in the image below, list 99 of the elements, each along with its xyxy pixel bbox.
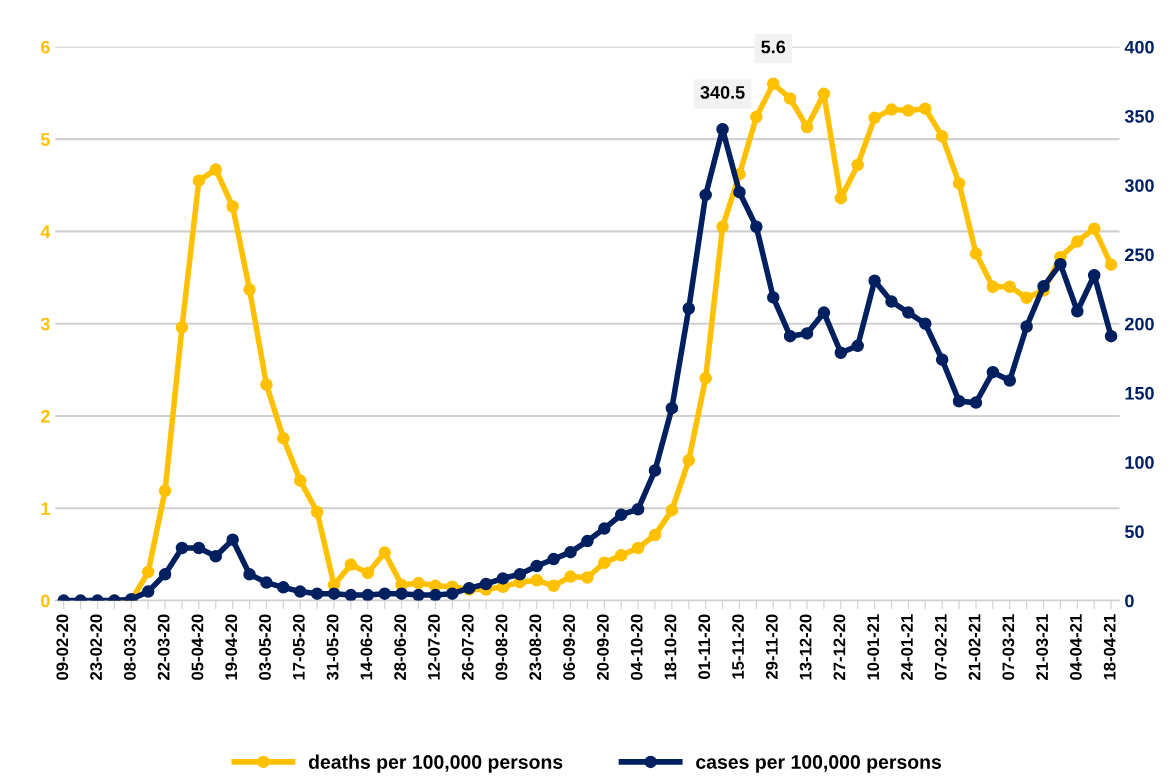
y-tick-label: 0 [41,594,50,608]
point [1104,258,1118,271]
point [665,503,679,517]
point [243,283,256,296]
point [868,111,881,125]
x-tick-label: 01-11-20 [698,614,711,679]
y-tick-label: 2 [41,409,50,423]
y2-tick-label: 350 [1124,109,1154,123]
point [141,565,155,579]
y-tick-label: 6 [41,40,50,54]
point [344,558,358,571]
x-tick-label: 21-03-21 [1036,614,1049,680]
x-tick-label: 18-10-20 [664,614,677,680]
y2-tick-label: 250 [1125,248,1154,262]
y2-tick-label: 100 [1125,456,1154,469]
x-tick-label: 21-02-21 [968,614,981,680]
data-label: 5.6 [761,40,786,54]
x-tick-label: 08-03-20 [123,614,136,680]
x-tick-label: 19-04-20 [225,614,238,680]
x-tick-label: 26-07-20 [461,614,474,680]
point [293,474,307,487]
point [952,177,966,190]
point [158,484,172,498]
point [277,431,290,445]
point [378,546,391,559]
y-tick-label: 5 [40,133,50,146]
point [564,570,577,583]
y2-tick-label: 150 [1125,386,1154,400]
legend-label: cases per 100,000 persons [696,755,942,773]
point [935,130,949,143]
point [1071,235,1084,248]
point [716,220,729,234]
point [969,247,983,260]
x-tick-label: 13-12-20 [799,614,812,680]
x-tick-label: 04-10-20 [630,614,643,680]
point [581,571,594,584]
x-tick-label: 18-04-21 [1103,614,1116,680]
point [209,163,223,176]
point [766,77,780,90]
point [648,528,662,542]
point [361,566,375,580]
point [614,549,628,562]
data-label: 340.5 [700,86,745,99]
point [851,158,864,172]
point [1003,280,1016,294]
y2-tick-label: 400 [1124,40,1154,54]
point [817,87,831,101]
y-tick-label: 4 [40,225,51,238]
y2-tick-label: 50 [1124,525,1144,539]
point [226,200,239,213]
point [530,574,543,587]
point [986,280,1000,294]
x-tick-label: 20-09-20 [596,614,609,680]
x-tick-label: 09-02-20 [56,614,69,680]
point [547,579,560,593]
y2-tick-label: 300 [1124,179,1154,192]
point [834,191,848,205]
point [1020,291,1033,305]
point [800,120,814,134]
x-tick-label: 31-05-20 [326,614,339,681]
point [1087,222,1101,235]
x-tick-label: 06-09-20 [563,614,575,680]
point [902,104,915,117]
point [175,321,189,334]
x-tick-label: 28-06-20 [394,614,407,680]
x-tick-label: 10-01-21 [867,614,880,680]
x-tick-label: 04-04-21 [1069,614,1082,680]
x-tick-label: 07-03-21 [1002,614,1015,680]
point [885,103,898,116]
point [750,110,763,124]
point [598,556,611,570]
x-tick-label: 15-11-20 [732,614,744,679]
x-tick-label: 22-03-20 [157,614,170,680]
legend-label: deaths per 100,000 persons [308,754,563,773]
x-tick-label: 14-06-20 [360,614,373,680]
point [919,102,932,115]
point [412,576,425,590]
x-tick-label: 05-04-20 [191,614,204,680]
x-tick-label: 07-02-21 [934,614,947,680]
point [192,174,206,187]
x-tick-label: 12-07-20 [428,614,440,680]
x-tick-label: 23-02-20 [90,614,102,680]
x-tick-label: 17-05-20 [292,614,305,680]
y-tick-label: 3 [40,317,50,331]
x-tick-label: 03-05-20 [259,614,271,680]
point [310,505,324,519]
x-tick-label: 24-01-21 [901,614,913,680]
y2-tick-label: 0 [1125,594,1134,608]
y2-tick-label: 200 [1125,317,1154,331]
point [682,454,696,467]
point [260,378,273,391]
x-tick-label: 27-12-20 [833,614,846,680]
x-tick-label: 23-08-20 [529,614,542,680]
y-tick-label: 1 [41,502,50,515]
x-tick-label: 09-08-20 [495,614,508,680]
point [631,541,645,555]
point [783,92,797,105]
point [699,371,712,385]
x-tick-label: 29-11-20 [765,614,778,680]
